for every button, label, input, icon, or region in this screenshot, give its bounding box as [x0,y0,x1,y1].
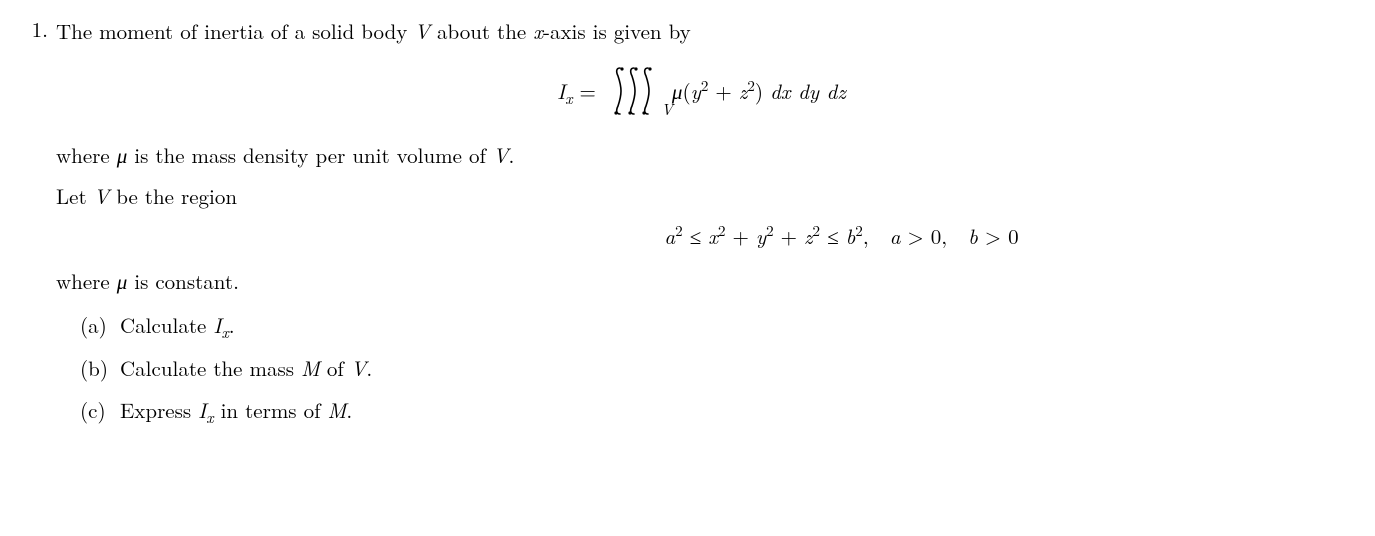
part-b: (b) Calculate the mass M of V. [80,353,1347,383]
where-mu-constant-line: where μ is constant. [56,266,1347,296]
var-M: M [301,353,320,383]
le: ≤ [683,221,709,251]
eq-sign: = [573,76,596,106]
text: in terms of [214,395,328,425]
text: Calculate [120,310,213,340]
var-b: b [846,221,856,251]
text: Express [120,395,198,425]
part-label: (a) [80,310,120,340]
text: is the mass density per unit volume of [127,140,493,170]
part-text: Calculate the mass M of V. [120,353,372,383]
exp-2: 2 [855,220,863,241]
exp-2: 2 [718,220,726,241]
var-x: x [533,16,543,46]
part-text: Calculate Ix. [120,310,235,340]
var-V: V [351,353,367,383]
paren-open: ( [682,76,690,106]
exp-2: 2 [813,220,821,241]
part-label: (c) [80,395,120,425]
part-text: Express Ix in terms of M. [120,395,352,425]
text: The moment of inertia of a solid body [56,16,414,46]
text: -axis is given by [543,16,691,46]
intro-line: The moment of inertia of a solid body V … [56,16,1347,46]
var-b: b [968,221,978,251]
plus: + [726,221,756,251]
text: Calculate the mass [120,353,301,383]
page: 1. The moment of inertia of a solid body… [0,0,1375,536]
problem-number: 1. [0,14,56,44]
text: where [56,266,117,296]
text: . [366,353,372,383]
var-V: V [414,16,430,46]
sub-x: x [206,405,213,428]
comma: , [863,221,890,251]
exp-2: 2 [747,75,755,96]
text: be the region [109,181,237,211]
text: . [346,395,352,425]
var-y: y [756,221,766,251]
integral-subscript-V: V [661,98,673,121]
dy: dy [791,76,819,106]
paren-close: ) [755,76,770,106]
var-a: a [890,221,901,251]
sym-mu: μ [117,140,128,170]
sym-mu: μ [117,266,128,296]
let-V-line: Let V be the region [56,181,1347,211]
dz: dz [819,76,846,106]
var-y: y [691,76,701,106]
problem-1: 1. The moment of inertia of a solid body… [0,14,1347,438]
sym-mu: μ [672,76,683,106]
var-z: z [804,221,813,251]
equation-Ix: Ix = [56,64,1347,118]
part-c: (c) Express Ix in terms of M. [80,395,1347,425]
triple-integral-icon: V [609,64,661,118]
sub-x: x [565,86,572,109]
text: . [509,140,515,170]
text: where [56,140,117,170]
text: of [320,353,351,383]
var-a: a [664,221,675,251]
text: Let [56,181,94,211]
subparts: (a) Calculate Ix. (b) Calculate the mass… [56,310,1347,425]
problem-body: The moment of inertia of a solid body V … [56,14,1347,438]
le: ≤ [820,221,846,251]
var-x: x [708,221,718,251]
equation-region: a2 ≤ x2 + y2 + z2 ≤ b2, a > 0, b > 0 [336,221,1347,251]
where-mu-line: where μ is the mass density per unit vol… [56,140,1347,170]
text: about the [430,16,533,46]
var-V: V [94,181,110,211]
part-label: (b) [80,353,120,383]
gt-zero: > 0 [978,221,1019,251]
part-a: (a) Calculate Ix. [80,310,1347,340]
sub-x: x [221,320,228,343]
exp-2: 2 [766,220,774,241]
gt-zero: > 0, [900,221,968,251]
dx: dx [770,76,790,106]
text: is constant. [127,266,239,296]
text: . [229,310,235,340]
plus: + [774,221,804,251]
exp-2: 2 [675,220,683,241]
var-M: M [328,395,347,425]
var-V: V [493,140,509,170]
plus: + [708,76,738,106]
